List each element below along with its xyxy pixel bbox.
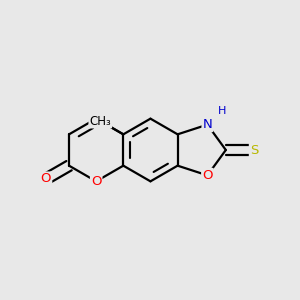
Text: N: N [202, 118, 212, 131]
Text: CH₃: CH₃ [89, 115, 111, 128]
Text: O: O [91, 175, 101, 188]
Text: O: O [202, 169, 213, 182]
Text: H: H [218, 106, 227, 116]
Text: S: S [250, 143, 258, 157]
Text: O: O [41, 172, 51, 185]
